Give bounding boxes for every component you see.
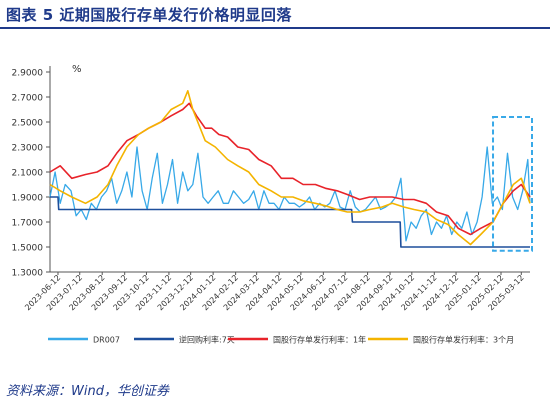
legend-label-4: 国股行存单发行利率：3个月 <box>413 335 514 345</box>
legend-label-3: 国股行存单发行利率：1年 <box>273 335 366 345</box>
highlight-box <box>492 116 533 252</box>
legend-label-2: 逆回购利率:7天 <box>179 335 235 345</box>
series-line-1 <box>49 146 531 242</box>
y-tick-label: 2.7000 <box>12 94 44 104</box>
figure-title: 图表 5 近期国股行存单发行价格明显回落 <box>6 6 292 24</box>
y-tick-label: 2.5000 <box>12 119 44 129</box>
y-tick-label: 2.3000 <box>12 144 44 154</box>
series-line-2 <box>50 196 530 248</box>
y-tick-label: 1.3000 <box>12 269 44 279</box>
y-tick-label: 1.7000 <box>12 219 44 229</box>
legend-label-1: DR007 <box>93 336 120 345</box>
y-tick-label: 2.1000 <box>12 169 44 179</box>
series-line-3 <box>49 102 531 236</box>
y-tick-label: 1.9000 <box>12 194 44 204</box>
title-rule <box>0 27 550 29</box>
series-line-4 <box>49 90 531 246</box>
source-note: 资料来源：Wind，华创证券 <box>6 384 169 399</box>
y-tick-label: 2.9000 <box>12 69 44 79</box>
y-unit-label: % <box>72 64 82 75</box>
y-tick-label: 1.5000 <box>12 244 44 254</box>
